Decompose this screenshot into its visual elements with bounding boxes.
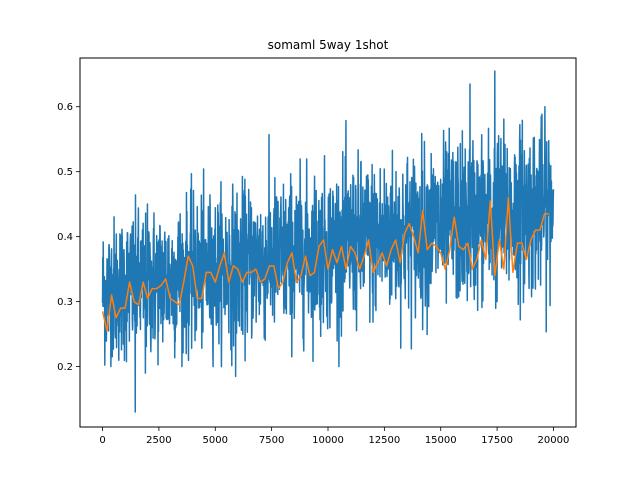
ticks-layer: 0 2500 5000 7500 10000 12500 15000 17500 20000 0.… [57,102,569,446]
series-line-smoothed [101,196,549,332]
x-tick-label: 20000 [538,435,570,446]
x-tick-label: 0 [99,435,105,446]
x-tick-label: 10000 [312,435,344,446]
x-tick-label: 5000 [203,435,228,446]
y-tick-label: 0.5 [57,167,73,178]
x-tick-label: 12500 [368,435,400,446]
series-layer [101,70,555,413]
y-tick-label: 0.3 [57,297,73,308]
y-tick-label: 0.4 [57,232,73,243]
y-tick-label: 0.6 [57,102,73,113]
x-tick-label: 15000 [425,435,457,446]
y-tick-label: 0.2 [57,362,73,373]
x-tick-label: 17500 [481,435,513,446]
x-tick-label: 7500 [259,435,284,446]
plot-frame [79,57,577,428]
chart-title: somaml 5way 1shot [268,38,389,52]
x-tick-label: 2500 [146,435,171,446]
